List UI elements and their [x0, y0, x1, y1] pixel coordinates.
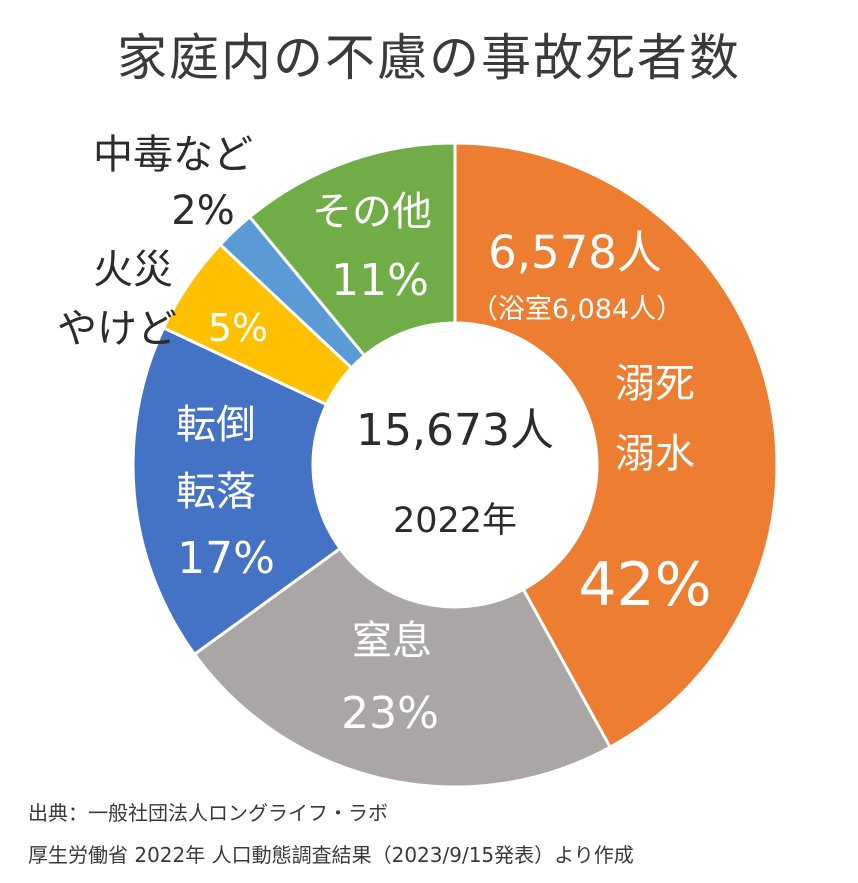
slice-4-category-label: 火災	[93, 247, 173, 293]
center-total-label: 15,673人	[356, 405, 554, 456]
slice-6-category-label: その他	[312, 189, 432, 235]
slice-3-category-label: 転落	[176, 469, 256, 515]
slice-2-percent-label: 23%	[341, 688, 439, 739]
slice-3	[131, 325, 343, 657]
slice-1-percent-label: 42%	[578, 550, 711, 620]
slice-2-category-label: 窒息	[352, 618, 432, 664]
slice-1-detail-label: （浴室6,084人）	[471, 294, 683, 325]
slice-2	[192, 546, 613, 789]
slice-1-category-label: 溺水	[615, 431, 695, 477]
slice-1	[453, 141, 779, 750]
slice-1-detail-label: 6,578人	[488, 226, 662, 279]
slice-5-percent-label: 2%	[171, 188, 234, 234]
slice-4-category-label: やけど	[57, 306, 177, 352]
source-note: 出典：一般社団法人ロングライフ・ラボ	[28, 801, 388, 825]
slice-6-percent-label: 11%	[331, 255, 429, 306]
data-note: 厚生労働省 2022年 人口動態調査結果（2023/9/15発表）より作成	[28, 843, 634, 867]
chart-title: 家庭内の不慮の事故死者数	[117, 29, 741, 87]
center-year-label: 2022年	[393, 501, 517, 541]
slice-3-percent-label: 17%	[177, 533, 275, 584]
slice-1-category-label: 溺死	[615, 361, 695, 407]
slice-6	[247, 141, 457, 358]
slice-4-percent-label: 5%	[208, 306, 268, 350]
slice-5-category-label: 中毒など	[93, 132, 253, 178]
slice-3-category-label: 転倒	[176, 402, 256, 448]
